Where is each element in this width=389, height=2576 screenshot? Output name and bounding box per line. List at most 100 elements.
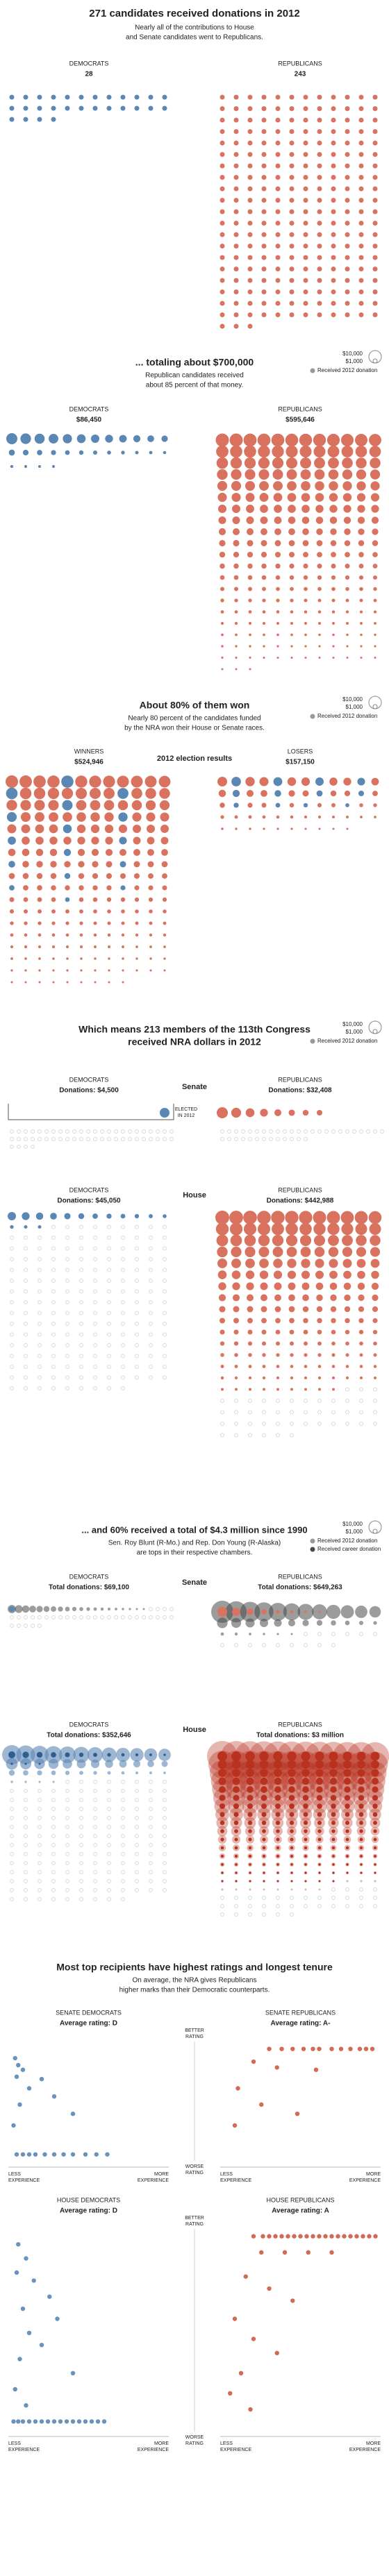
dot xyxy=(35,836,44,845)
empty-dot xyxy=(121,1888,125,1892)
dot xyxy=(51,885,56,891)
empty-dot xyxy=(373,1896,377,1900)
dot xyxy=(22,836,30,845)
empty-dot xyxy=(114,1615,118,1619)
empty-dot xyxy=(297,1129,301,1134)
dot xyxy=(358,575,364,580)
empty-dot xyxy=(290,1410,294,1415)
empty-dot xyxy=(79,1789,83,1793)
dot xyxy=(340,1211,354,1224)
empty-dot xyxy=(220,1904,224,1908)
scatter-point xyxy=(55,2316,60,2321)
dot xyxy=(106,897,112,902)
dot xyxy=(372,152,378,157)
dot xyxy=(231,492,241,503)
empty-dot xyxy=(79,1246,83,1251)
dot xyxy=(107,933,111,937)
dot xyxy=(232,1769,240,1777)
empty-dot xyxy=(10,1354,14,1358)
dot xyxy=(233,175,239,180)
empty-dot xyxy=(163,1289,167,1294)
dot xyxy=(220,278,225,283)
empty-dot xyxy=(135,1825,139,1829)
empty-dot xyxy=(262,1410,266,1415)
legend-symbol xyxy=(310,714,315,719)
empty-dot xyxy=(38,1279,42,1283)
dot xyxy=(134,106,140,111)
empty-dot xyxy=(24,1834,28,1838)
dot xyxy=(233,255,239,260)
dot xyxy=(92,106,98,111)
dot xyxy=(243,1211,257,1224)
dot xyxy=(38,1225,42,1229)
dot xyxy=(359,1821,363,1825)
dot xyxy=(288,1109,295,1116)
group-total: Total donations: $3 million xyxy=(256,1732,344,1740)
empty-dot xyxy=(163,1332,167,1337)
dot xyxy=(51,117,56,122)
dot xyxy=(247,278,253,283)
dot xyxy=(119,873,126,879)
empty-dot xyxy=(51,1224,56,1229)
dot xyxy=(345,267,350,271)
dot xyxy=(163,451,167,455)
scatter-point xyxy=(20,2152,26,2157)
empty-dot xyxy=(149,1354,153,1358)
dot xyxy=(287,1270,297,1279)
dot xyxy=(358,209,364,214)
dot xyxy=(218,1294,226,1302)
axis-label: LESS xyxy=(8,2172,21,2177)
dot xyxy=(118,812,128,822)
dot xyxy=(78,861,85,868)
empty-dot xyxy=(79,1279,83,1283)
dot xyxy=(94,981,97,984)
dot xyxy=(49,434,58,444)
empty-dot xyxy=(234,1433,238,1438)
empty-dot xyxy=(79,1816,83,1820)
empty-dot xyxy=(10,1129,14,1134)
dot xyxy=(261,152,267,157)
scatter-point xyxy=(274,2350,279,2355)
dot xyxy=(51,933,56,937)
empty-dot xyxy=(234,1912,238,1917)
dot xyxy=(276,815,280,819)
dot xyxy=(233,1329,239,1335)
empty-dot xyxy=(58,1129,63,1134)
legend-symbol xyxy=(368,1020,382,1034)
dot xyxy=(304,1341,308,1346)
dot xyxy=(38,969,41,972)
dot xyxy=(245,1246,256,1258)
dot xyxy=(246,505,254,513)
dot xyxy=(263,645,265,648)
dot xyxy=(358,1803,364,1809)
dot xyxy=(285,445,298,458)
dot xyxy=(234,598,238,603)
dot xyxy=(357,1769,365,1777)
dot xyxy=(220,117,225,123)
empty-dot xyxy=(156,1615,160,1619)
dot xyxy=(275,232,281,237)
empty-dot xyxy=(121,1843,125,1847)
empty-dot xyxy=(163,1365,167,1369)
dot xyxy=(345,1329,350,1335)
empty-dot xyxy=(331,1896,336,1900)
empty-dot xyxy=(24,1789,28,1793)
empty-dot xyxy=(135,1861,139,1865)
dot xyxy=(289,140,295,146)
dot xyxy=(233,539,240,547)
empty-dot xyxy=(163,1816,167,1820)
dot xyxy=(233,1803,240,1810)
dot xyxy=(317,587,322,591)
dot xyxy=(38,1762,41,1765)
dot xyxy=(248,1388,252,1391)
dot xyxy=(356,1247,367,1257)
scatter-point xyxy=(101,2419,107,2424)
scatter-point xyxy=(238,2371,244,2375)
dot xyxy=(246,516,254,524)
empty-dot xyxy=(149,1825,153,1829)
dot xyxy=(37,909,42,914)
dot xyxy=(317,1365,322,1368)
dot xyxy=(148,885,154,891)
scatter-point xyxy=(311,2234,315,2239)
empty-dot xyxy=(24,1870,28,1874)
